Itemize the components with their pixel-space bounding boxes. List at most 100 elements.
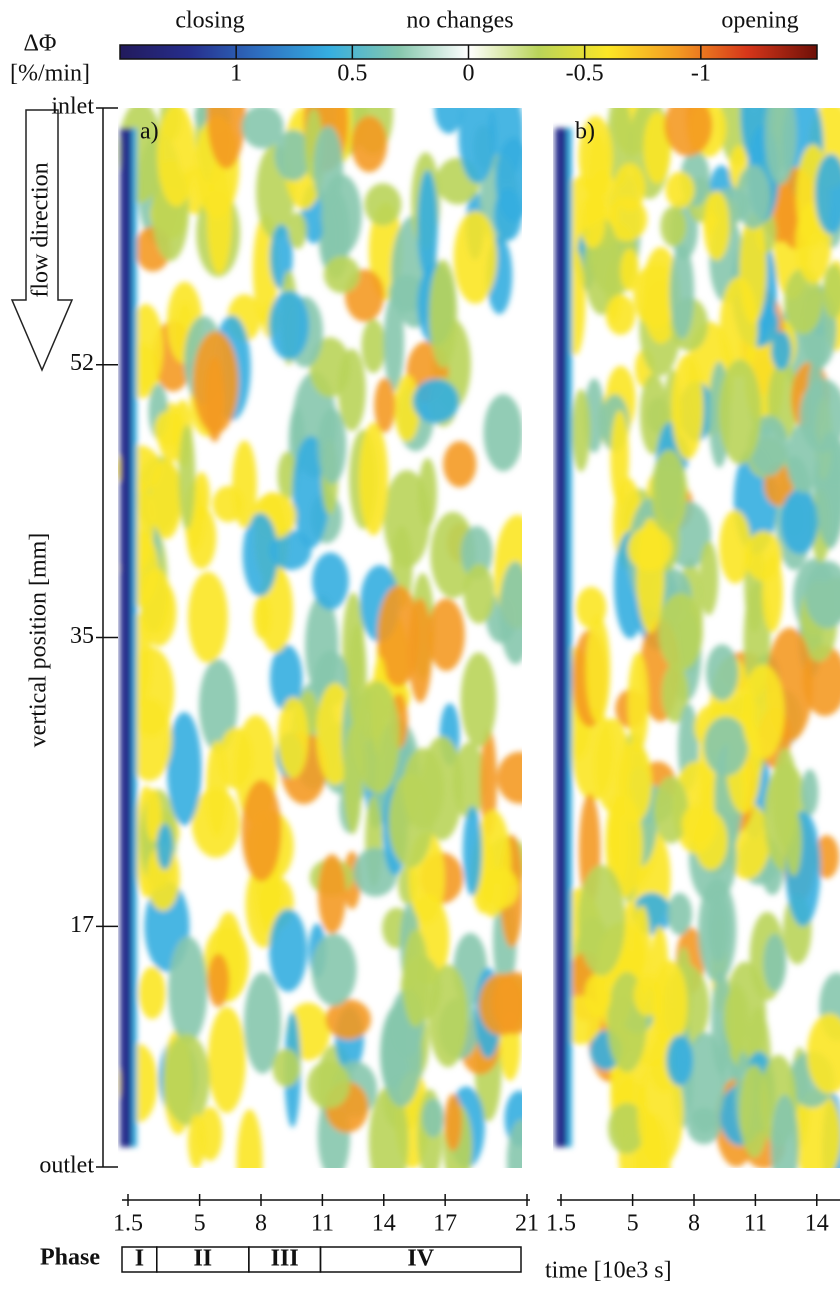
heatmap-blob <box>364 183 402 226</box>
heatmap-blob <box>770 1094 799 1168</box>
heatmap-blob <box>188 571 228 664</box>
heatmap-blob <box>154 410 183 448</box>
heatmap-blob <box>741 664 785 760</box>
heatmap-blob <box>383 294 405 391</box>
heatmap-blob <box>232 440 257 529</box>
opening-label: opening <box>721 8 798 34</box>
heatmap-blob <box>620 248 639 292</box>
heatmap-blob <box>460 652 497 748</box>
heatmap-blob <box>719 510 752 584</box>
phase-title: Phase <box>40 1245 100 1271</box>
heatmap-blob <box>354 680 400 794</box>
heatmap-blob <box>207 1006 246 1113</box>
heatmap-blob <box>146 843 180 911</box>
heatmap-blob <box>317 407 347 484</box>
heatmap-blob <box>394 374 421 442</box>
heatmap-blob <box>814 153 840 234</box>
x-tick-label: 11 <box>311 1211 334 1237</box>
heatmap-blob <box>417 170 438 279</box>
heatmap-blob <box>274 129 312 181</box>
y-tick-label: 17 <box>70 912 94 938</box>
heatmap-blob <box>806 1013 840 1095</box>
heatmap-blob <box>269 529 312 571</box>
heatmap-blob <box>199 659 238 753</box>
heatmap-blob <box>463 563 495 624</box>
heatmap-blob <box>307 1060 351 1109</box>
x-tick-label: 11 <box>744 1211 767 1237</box>
phase-label: II <box>193 1246 212 1272</box>
phase-box <box>319 1246 522 1273</box>
heatmap-blob <box>703 190 730 261</box>
heatmap-blob <box>664 108 713 157</box>
heatmap-blob <box>627 652 649 753</box>
heatmap-blob <box>402 929 429 1028</box>
heatmap-blob <box>434 108 464 134</box>
heatmap-blob <box>483 394 522 472</box>
heatmap-blob <box>718 359 762 465</box>
heatmap-blob <box>318 854 347 935</box>
heatmap-blob <box>687 1107 722 1145</box>
heatmap-blob <box>661 663 689 723</box>
heatmap-blob <box>771 330 792 371</box>
panel-label: a) <box>140 119 159 145</box>
phase-label: I <box>135 1246 144 1272</box>
heatmap-blob <box>458 108 496 184</box>
closing-band <box>120 128 134 1147</box>
heatmap-blob <box>739 1064 769 1158</box>
heatmap-blob <box>494 188 522 241</box>
heatmap-blob <box>167 712 202 826</box>
colorbar-tick-label: -1 <box>691 61 711 87</box>
heatmap-blob <box>579 196 606 249</box>
heatmap-blob <box>780 489 819 555</box>
heatmap-blob <box>269 644 303 712</box>
heatmap-blob <box>138 966 166 1020</box>
heatmap-blob <box>343 724 363 835</box>
heatmap-blob <box>422 1098 444 1138</box>
heatmap-blob <box>402 747 444 830</box>
colorbar-tick-label: 1 <box>230 61 242 87</box>
heatmap-blob <box>462 806 482 896</box>
closing-band-edge <box>567 128 572 1147</box>
y-tick-label: 52 <box>70 350 94 376</box>
heatmap-blob <box>799 378 840 453</box>
heatmap-blob <box>744 530 783 581</box>
heatmap-blob <box>771 747 798 849</box>
y-tick-label: outlet <box>39 1153 94 1179</box>
heatmap-blob <box>338 348 366 432</box>
heatmap-blob <box>236 1109 263 1168</box>
heatmap-blob <box>736 165 771 230</box>
heatmap-blob <box>206 159 232 275</box>
heatmap-blob <box>460 525 493 579</box>
heatmap-blob <box>764 108 797 185</box>
heatmap-blob <box>443 441 477 488</box>
colorbar-tick-label: 0.5 <box>337 61 367 87</box>
heatmap-blob <box>408 598 433 703</box>
heatmap-blob <box>313 125 344 209</box>
x-tick-label: 5 <box>194 1211 206 1237</box>
heatmap-blob <box>430 511 476 599</box>
heatmap-blob <box>605 294 636 335</box>
heatmap-blob <box>660 206 687 247</box>
heatmap-blob <box>242 513 279 597</box>
heatmap-blob <box>381 1005 422 1107</box>
closing-band <box>555 128 569 1147</box>
colorbar-symbol: ΔΦ <box>24 31 57 57</box>
heatmap-blob <box>374 378 396 433</box>
heatmap-blob <box>669 244 695 339</box>
colorbar-tick-label: -0.5 <box>566 61 604 87</box>
colorbar-unit: [%/min] <box>10 61 90 87</box>
heatmap-blob <box>126 697 173 782</box>
heatmap-blob <box>128 304 164 391</box>
heatmap-blob <box>157 108 196 207</box>
heatmap-blob <box>480 728 497 837</box>
heatmap-blob <box>204 356 225 443</box>
heatmap-blob <box>277 696 309 779</box>
heatmap-blob <box>241 779 282 882</box>
heatmap-blob <box>705 644 739 701</box>
heatmap-blob <box>325 999 372 1040</box>
heatmap-blob <box>763 933 787 992</box>
x-tick-label: 1.5 <box>113 1211 143 1237</box>
heatmap <box>553 108 840 1168</box>
heatmap-blob <box>804 560 840 629</box>
heatmap-blob <box>637 1058 684 1167</box>
